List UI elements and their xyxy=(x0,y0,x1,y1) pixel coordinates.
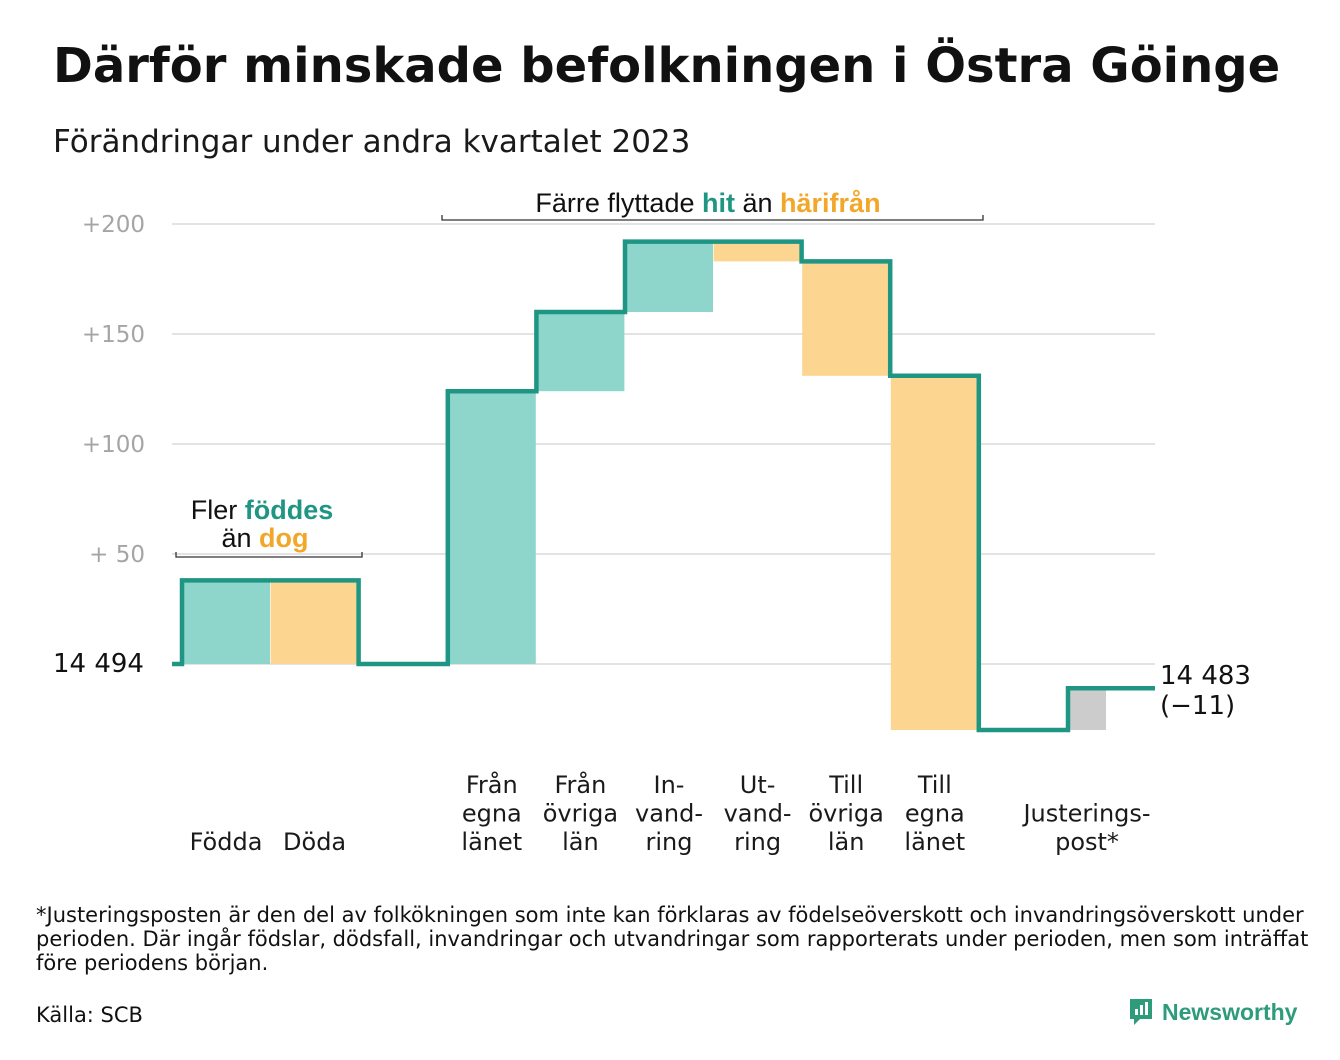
category-label-line: vand- xyxy=(635,800,703,828)
category-label-line: län xyxy=(828,828,865,856)
end-value-label: 14 483 xyxy=(1160,661,1251,691)
category-label-line: ring xyxy=(646,828,693,856)
annotation-text: Fler xyxy=(191,495,245,525)
footnote: *Justeringsposten är den del av folkökni… xyxy=(36,903,1309,975)
category-label-line: egna xyxy=(905,800,965,828)
category-label: Till övriga län xyxy=(809,771,884,856)
bracket-moves xyxy=(441,215,984,221)
y-tick-label: +100 xyxy=(82,432,145,458)
category-label: Döda xyxy=(283,828,346,856)
newsworthy-logo-icon xyxy=(1130,999,1152,1025)
annotation-births-line1: Fler föddes xyxy=(191,495,334,525)
category-label-line: vand- xyxy=(724,800,792,828)
step-line-path xyxy=(172,239,1155,733)
category-label-line: Till xyxy=(917,771,952,799)
category-label-line: egna xyxy=(462,800,522,828)
value-labels: 14 494 14 483(−11) xyxy=(53,649,1251,721)
category-label: Till egna länet xyxy=(904,771,965,856)
category-label-line: Från xyxy=(466,770,518,799)
bar-increase xyxy=(447,391,536,664)
annotation-text: än xyxy=(735,188,780,218)
chart-subtitle: Förändringar under andra kvartalet 2023 xyxy=(53,124,691,160)
bar-increase xyxy=(182,580,270,664)
category-label: In-vand-ring xyxy=(635,771,703,856)
start-value-label: 14 494 xyxy=(53,649,144,679)
y-tick-label: + 50 xyxy=(89,542,145,568)
category-label: Från övriga län xyxy=(543,770,618,856)
bar-increase xyxy=(536,312,625,392)
category-label-line: Födda xyxy=(190,828,263,856)
category-label: Födda xyxy=(190,828,263,856)
annotation-highlight-green: hit xyxy=(702,188,735,218)
category-label-line: In- xyxy=(654,771,685,799)
y-axis-ticks: +200 +150 +100 + 50 xyxy=(82,212,145,568)
bar-decrease xyxy=(270,580,359,664)
bar-increase xyxy=(625,241,713,312)
category-label: Från egna länet xyxy=(461,770,522,856)
category-label-line: Till xyxy=(828,771,863,799)
y-tick-label: +150 xyxy=(82,322,145,348)
category-label-line: länet xyxy=(461,828,522,856)
category-label-line: övriga xyxy=(543,800,618,828)
category-label-line: Från xyxy=(554,770,606,799)
brand-name: Newsworthy xyxy=(1162,998,1298,1025)
annotation-moves: Färre flyttade hit än härifrån xyxy=(535,188,880,218)
bar-decrease xyxy=(713,241,802,262)
annotation-highlight-orange: dog xyxy=(259,523,308,553)
bars xyxy=(182,241,1106,730)
brand: Newsworthy xyxy=(1128,997,1297,1027)
annotation-text: Färre flyttade xyxy=(535,188,702,218)
annotation-births-line2: än dog xyxy=(221,523,308,553)
source-note: Källa: SCB xyxy=(36,1003,143,1027)
end-change-label: (−11) xyxy=(1160,691,1235,721)
step-line xyxy=(172,239,1155,733)
category-label-line: övriga xyxy=(809,800,884,828)
bracket-births xyxy=(175,552,363,558)
annotation-text: än xyxy=(221,523,259,553)
category-label-line: länet xyxy=(904,828,965,856)
category-label: Justerings-post* xyxy=(1021,800,1150,857)
category-label-line: ring xyxy=(734,828,781,856)
category-label-line: post* xyxy=(1055,828,1119,856)
bar-decrease xyxy=(890,375,979,730)
category-label-line: län xyxy=(562,828,599,856)
category-label: Ut-vand-ring xyxy=(724,771,792,856)
chart-title: Därför minskade befolkningen i Östra Göi… xyxy=(53,38,1281,94)
y-tick-label: +200 xyxy=(82,212,145,238)
annotation-highlight-orange: härifrån xyxy=(780,188,881,218)
category-label-line: Ut- xyxy=(740,771,776,799)
annotation-highlight-green: föddes xyxy=(245,495,334,525)
category-label-line: Justerings- xyxy=(1021,800,1150,828)
bar-adjustment xyxy=(1068,688,1106,730)
category-label-line: Döda xyxy=(283,828,346,856)
bar-decrease xyxy=(802,261,891,376)
